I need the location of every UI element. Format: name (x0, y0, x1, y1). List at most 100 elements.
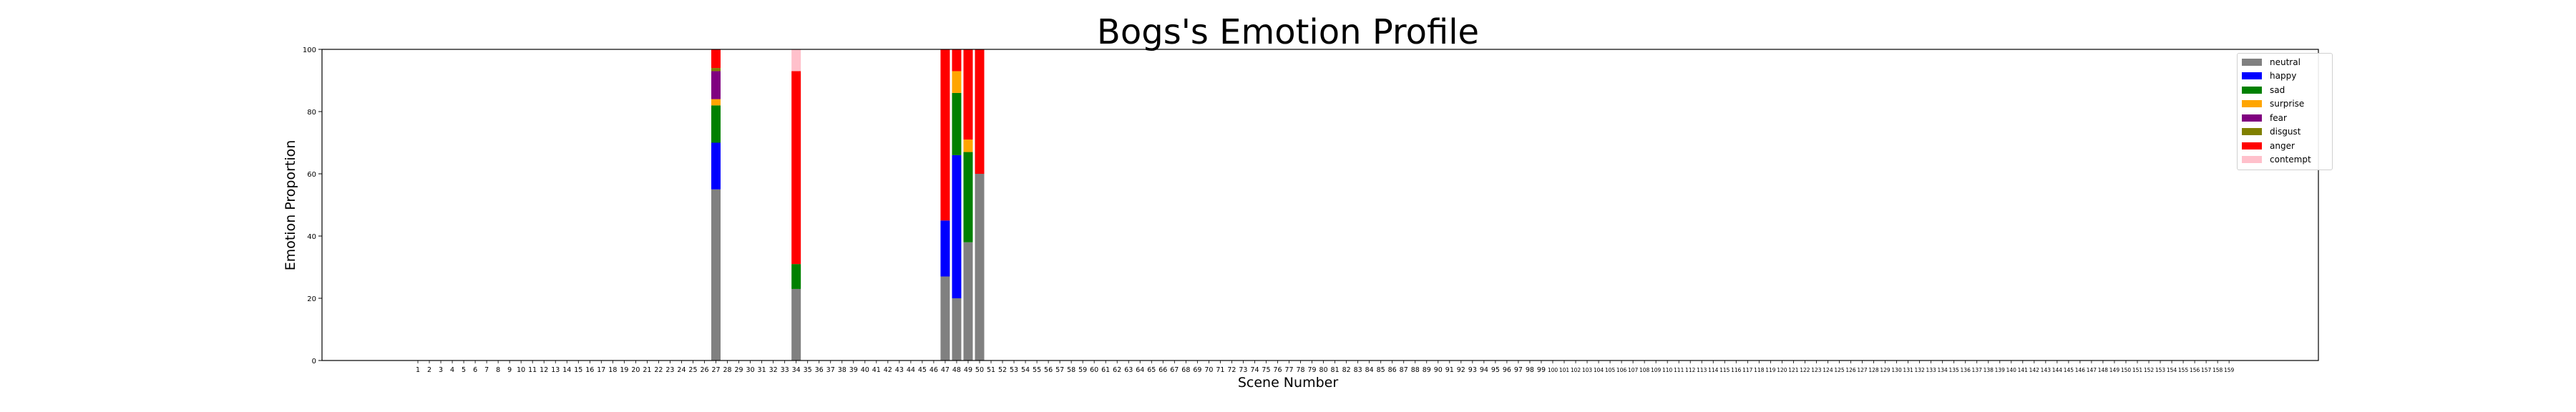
chart-title: Bogs's Emotion Profile (1097, 12, 1479, 52)
legend-label: anger (2270, 140, 2295, 151)
bar-segment-disgust-scene-27 (711, 68, 721, 72)
x-tick-label: 4 (450, 366, 454, 374)
x-tick-label: 26 (700, 366, 708, 374)
x-tick-label: 12 (540, 366, 548, 374)
x-tick-label: 66 (1158, 366, 1167, 374)
x-tick-label: 23 (665, 366, 674, 374)
bar-segment-fear-scene-27 (711, 71, 721, 99)
x-tick-label: 135 (1949, 367, 1960, 373)
plot-area-frame (321, 49, 2319, 361)
x-tick-label: 138 (1984, 367, 1994, 373)
x-tick-label: 97 (1514, 366, 1523, 374)
x-tick-label: 118 (1754, 367, 1765, 373)
x-tick-label: 127 (1857, 367, 1868, 373)
x-tick-label: 50 (975, 366, 984, 374)
x-tick-label: 2 (427, 366, 431, 374)
legend-label: surprise (2270, 99, 2305, 109)
x-tick-label: 128 (1868, 367, 1879, 373)
legend-item-anger: anger (2242, 139, 2328, 153)
bar-segment-neutral-scene-50 (975, 174, 985, 360)
x-tick-label: 19 (620, 366, 628, 374)
x-tick-label: 48 (952, 366, 961, 374)
x-tick-label: 140 (2006, 367, 2017, 373)
x-tick-label: 104 (1594, 367, 1604, 373)
x-tick-label: 1 (416, 366, 420, 374)
x-tick-label: 151 (2132, 367, 2143, 373)
x-tick-label: 132 (1914, 367, 1925, 373)
x-tick-label: 131 (1903, 367, 1913, 373)
x-tick-label: 38 (838, 366, 847, 374)
x-tick-label: 153 (2155, 367, 2166, 373)
x-tick-label: 20 (631, 366, 640, 374)
legend-item-surprise: surprise (2242, 97, 2328, 112)
x-tick-label: 146 (2075, 367, 2086, 373)
legend-swatch (2242, 114, 2262, 122)
x-tick-label: 112 (1685, 367, 1696, 373)
x-tick-label: 18 (608, 366, 617, 374)
x-tick-label: 30 (746, 366, 755, 374)
x-tick-label: 67 (1170, 366, 1179, 374)
x-tick-label: 109 (1651, 367, 1662, 373)
x-tick-label: 145 (2064, 367, 2074, 373)
x-tick-label: 95 (1491, 366, 1500, 374)
x-tick-label: 108 (1639, 367, 1650, 373)
legend-label: neutral (2270, 57, 2301, 67)
legend-item-happy: happy (2242, 69, 2328, 84)
x-tick-label: 133 (1926, 367, 1936, 373)
x-tick-label: 80 (1319, 366, 1328, 374)
legend-item-sad: sad (2242, 83, 2328, 97)
bar-segment-neutral-scene-48 (952, 298, 962, 360)
x-tick-label: 54 (1021, 366, 1030, 374)
x-tick-label: 32 (769, 366, 778, 374)
y-tick-label: 40 (307, 233, 316, 241)
legend-label: disgust (2270, 127, 2301, 137)
legend-label: sad (2270, 84, 2285, 95)
x-tick-label: 106 (1616, 367, 1627, 373)
x-tick-label: 39 (849, 366, 858, 374)
x-tick-label: 72 (1227, 366, 1236, 374)
x-tick-label: 11 (528, 366, 537, 374)
y-tick-label: 80 (307, 109, 316, 117)
y-tick-label: 100 (303, 46, 316, 54)
x-tick-label: 15 (574, 366, 582, 374)
x-tick-label: 41 (872, 366, 881, 374)
x-tick-label: 49 (964, 366, 972, 374)
legend-swatch (2242, 72, 2262, 80)
bar-segment-anger-scene-34 (791, 71, 801, 265)
bar-segment-surprise-scene-48 (952, 71, 962, 93)
x-tick-label: 90 (1434, 366, 1443, 374)
x-tick-label: 68 (1181, 366, 1190, 374)
legend-swatch (2242, 142, 2262, 149)
bar-segment-sad-scene-34 (791, 264, 801, 289)
x-tick-label: 107 (1628, 367, 1639, 373)
x-tick-label: 33 (781, 366, 789, 374)
x-tick-label: 116 (1731, 367, 1742, 373)
x-tick-label: 71 (1216, 366, 1224, 374)
x-tick-label: 65 (1147, 366, 1156, 374)
x-tick-label: 60 (1090, 366, 1098, 374)
bar-segment-happy-scene-48 (952, 154, 962, 298)
x-tick-label: 61 (1101, 366, 1110, 374)
chart-legend: neutral happy sad surprise fear disgust anger c… (2237, 53, 2333, 170)
x-tick-label: 101 (1559, 367, 1570, 373)
x-tick-label: 53 (1010, 366, 1018, 374)
x-tick-label: 120 (1777, 367, 1787, 373)
x-tick-label: 148 (2098, 367, 2109, 373)
x-tick-label: 29 (735, 366, 743, 374)
x-tick-label: 31 (758, 366, 766, 374)
x-tick-label: 13 (551, 366, 560, 374)
legend-swatch (2242, 128, 2262, 136)
x-tick-label: 52 (998, 366, 1007, 374)
x-tick-label: 55 (1033, 366, 1041, 374)
legend-label: happy (2270, 71, 2297, 82)
x-tick-label: 92 (1457, 366, 1465, 374)
x-tick-label: 10 (517, 366, 525, 374)
x-axis-label: Scene Number (1238, 375, 1338, 391)
x-tick-label: 124 (1823, 367, 1833, 373)
legend-item-contempt: contempt (2242, 153, 2328, 167)
bar-segment-anger-scene-48 (952, 49, 962, 72)
legend-item-disgust: disgust (2242, 125, 2328, 139)
x-tick-label: 28 (723, 366, 731, 374)
x-tick-label: 6 (473, 366, 477, 374)
bar-segment-anger-scene-49 (963, 49, 973, 140)
